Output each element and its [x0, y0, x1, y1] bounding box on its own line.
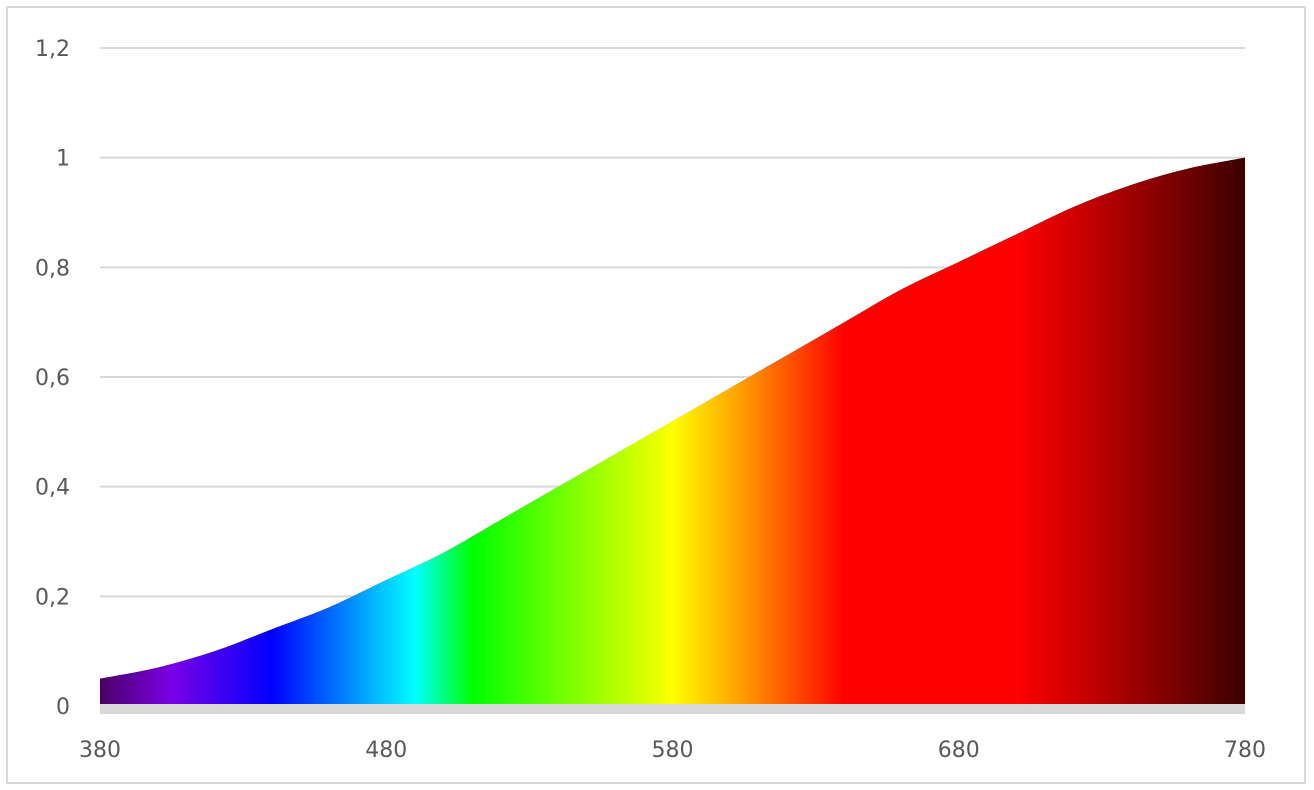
x-axis — [100, 704, 1245, 714]
x-tick-label: 380 — [79, 738, 121, 763]
y-tick-label: 0,2 — [35, 585, 70, 610]
x-tick-label: 480 — [365, 738, 407, 763]
y-tick-label: 0,6 — [35, 366, 70, 391]
spectrum-area — [100, 157, 1245, 706]
y-tick-label: 0 — [56, 695, 70, 720]
y-tick-label: 1 — [56, 147, 70, 172]
x-tick-label: 680 — [938, 738, 980, 763]
y-tick-label: 0,8 — [35, 256, 70, 281]
area-layer — [100, 157, 1245, 706]
x-axis-band — [100, 704, 1245, 714]
y-axis-tick-labels: 0 0,2 0,4 0,6 0,8 1 1,2 — [35, 37, 70, 720]
x-tick-label: 780 — [1224, 738, 1266, 763]
x-axis-tick-labels: 380 480 580 680 780 — [79, 738, 1266, 763]
y-tick-label: 1,2 — [35, 37, 70, 62]
x-tick-label: 580 — [652, 738, 694, 763]
y-tick-label: 0,4 — [35, 476, 70, 501]
